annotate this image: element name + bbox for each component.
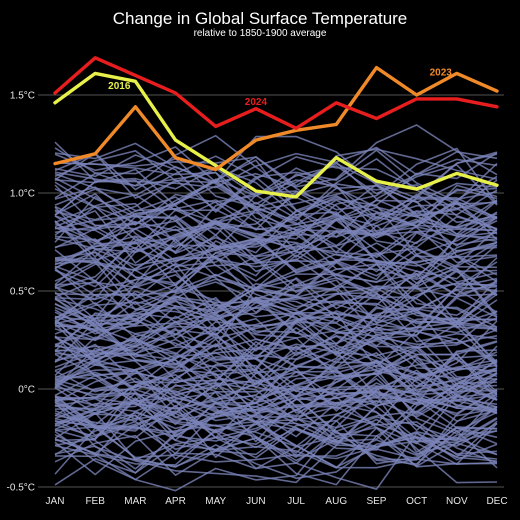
historical-series-line: [54, 124, 498, 188]
y-tick-label: 1.0°C: [10, 189, 35, 200]
historical-series-line: [54, 293, 498, 340]
historical-series-line: [54, 179, 498, 238]
historical-series-line: [54, 220, 498, 300]
historical-series-line: [54, 168, 498, 236]
historical-series-line: [54, 262, 498, 323]
historical-series-line: [54, 179, 498, 245]
historical-series-line: [54, 147, 498, 227]
historical-series-line: [54, 141, 498, 197]
historical-series-line: [54, 390, 498, 458]
historical-series-line: [54, 273, 498, 333]
historical-series-line: [54, 235, 498, 296]
historical-series-line: [54, 354, 498, 415]
historical-series-line: [54, 360, 498, 430]
historical-series-line: [54, 288, 498, 343]
x-tick-label: APR: [165, 496, 186, 507]
historical-series-line: [54, 269, 498, 308]
x-tick-label: SEP: [366, 496, 386, 507]
y-tick-label: 1.5°C: [10, 91, 35, 102]
x-tick-label: MAR: [124, 496, 146, 507]
historical-series-line: [54, 237, 498, 300]
historical-series-line: [54, 344, 498, 420]
historical-series-line: [54, 267, 498, 355]
historical-series-line: [54, 251, 498, 310]
historical-series-line: [54, 228, 498, 281]
historical-series-line: [54, 378, 498, 434]
historical-series-line: [54, 391, 498, 460]
historical-series-line: [54, 358, 498, 422]
historical-series-line: [54, 410, 498, 492]
historical-series-line: [54, 193, 498, 262]
historical-series-line: [54, 152, 498, 211]
historical-series-group: [54, 124, 498, 492]
historical-series-line: [54, 154, 498, 213]
chart-subtitle: relative to 1850-1900 average: [193, 28, 327, 39]
x-tick-label: DEC: [486, 496, 507, 507]
series-label-2016: 2016: [108, 81, 131, 92]
historical-series-line: [54, 418, 498, 486]
historical-series-line: [54, 311, 498, 380]
historical-series-line: [54, 378, 498, 439]
historical-series-line: [54, 244, 498, 297]
historical-series-line: [54, 199, 498, 258]
x-tick-label: OCT: [406, 496, 427, 507]
x-tick-label: NOV: [446, 496, 468, 507]
historical-series-line: [54, 338, 498, 395]
x-tick-label: AUG: [325, 496, 347, 507]
historical-series-line: [54, 388, 498, 467]
x-tick-label: JAN: [46, 496, 65, 507]
historical-series-line: [54, 147, 498, 240]
series-line-2024: [53, 56, 499, 131]
series-label-2023: 2023: [430, 67, 453, 78]
x-tick-label: JUN: [246, 496, 265, 507]
x-tick-label: MAY: [205, 496, 226, 507]
historical-series-line: [54, 405, 498, 480]
y-tick-label: 0.5°C: [10, 287, 35, 298]
historical-series-line: [54, 430, 498, 486]
y-tick-label: 0°C: [18, 385, 35, 396]
historical-series-line: [54, 252, 498, 348]
historical-series-line: [54, 241, 498, 294]
historical-series-line: [54, 412, 498, 457]
historical-series-line: [54, 325, 498, 398]
historical-series-line: [54, 175, 498, 262]
x-tick-label: FEB: [85, 496, 105, 507]
historical-series-line: [54, 281, 498, 335]
historical-series-line: [54, 171, 498, 232]
chart-title: Change in Global Surface Temperature: [112, 9, 408, 28]
historical-series-line: [54, 349, 498, 422]
historical-series-line: [54, 179, 498, 231]
series-line-2023: [53, 65, 499, 172]
series-label-2024: 2024: [245, 97, 268, 108]
historical-series-line: [54, 134, 498, 199]
y-tick-label: -0.5°C: [7, 483, 35, 494]
series-line-2016: [53, 71, 499, 199]
historical-series-line: [54, 263, 498, 330]
historical-series-line: [54, 335, 498, 406]
x-tick-label: JUL: [287, 496, 305, 507]
historical-series-line: [54, 146, 498, 218]
